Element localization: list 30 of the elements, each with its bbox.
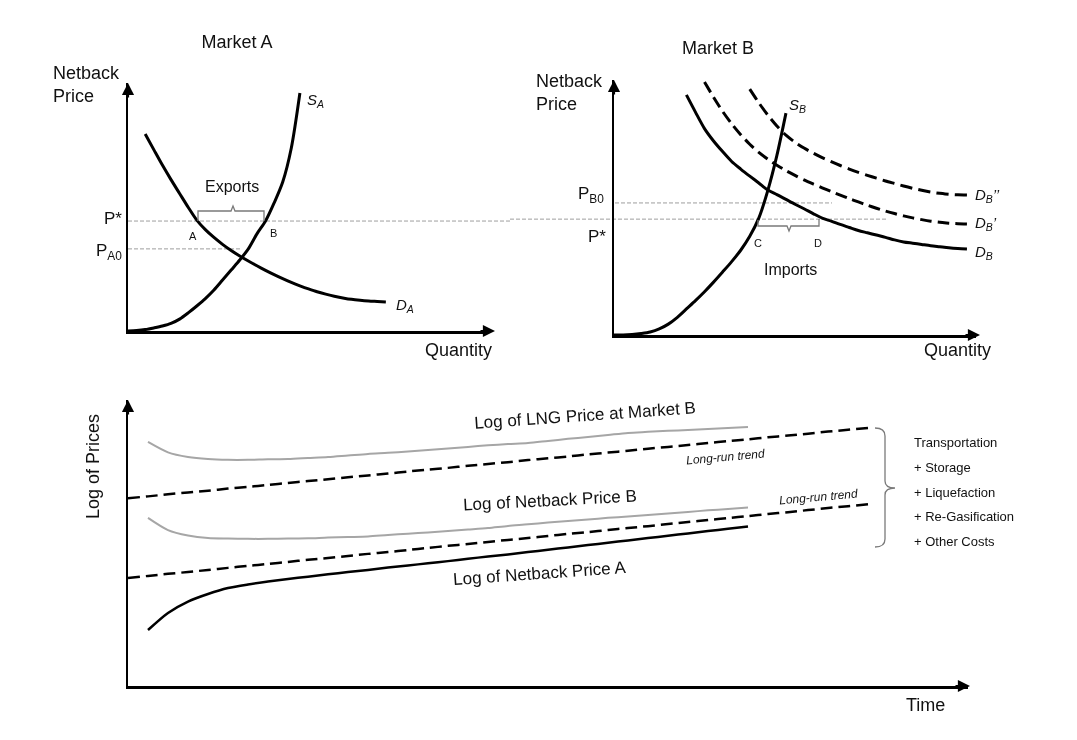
- y-axis-title: Log of Prices: [83, 413, 103, 519]
- x-axis-title: Quantity: [425, 340, 493, 360]
- annotation: D: [814, 237, 822, 249]
- series-label: Long-run trend: [778, 486, 859, 508]
- series-label: Long-run trend: [685, 446, 766, 468]
- series-label: D$_{B}$’’: [975, 186, 1000, 206]
- series-label: S$_{A}$: [307, 91, 325, 111]
- series-label: D$_{B}$’: [975, 214, 997, 234]
- annotation: Exports: [205, 178, 260, 195]
- chart-title: Market A: [201, 32, 273, 53]
- series-label: S$_{B}$: [789, 96, 807, 116]
- ref-line-label: P*: [588, 227, 607, 246]
- annotation: C: [754, 237, 762, 249]
- series-label: Log of LNG Price at Market B: [473, 398, 697, 433]
- series-label: D$_{A}$: [396, 296, 414, 316]
- annotation: Imports: [764, 261, 818, 278]
- ref-line-label: P*: [104, 209, 123, 228]
- annotation: B: [270, 227, 278, 239]
- y-axis-title: Netback Price: [536, 71, 604, 115]
- ref-line-label: P$_{B0}$: [578, 184, 605, 206]
- series-label: Log of Netback Price A: [452, 557, 628, 590]
- annotation: A: [189, 230, 197, 242]
- series-label: Log of Netback Price B: [462, 486, 638, 515]
- x-axis-title: Time: [906, 695, 946, 715]
- series-label: D$_{B}$: [975, 243, 993, 263]
- chart-title: Market B: [681, 38, 755, 59]
- x-axis-title: Quantity: [924, 340, 992, 360]
- ref-line-label: P$_{A0}$: [96, 241, 123, 263]
- y-axis-title: Netback Price: [53, 63, 121, 107]
- annotation: Transportation + Storage + Liquefaction + Re-Gasification + Other Costs: [914, 435, 1015, 549]
